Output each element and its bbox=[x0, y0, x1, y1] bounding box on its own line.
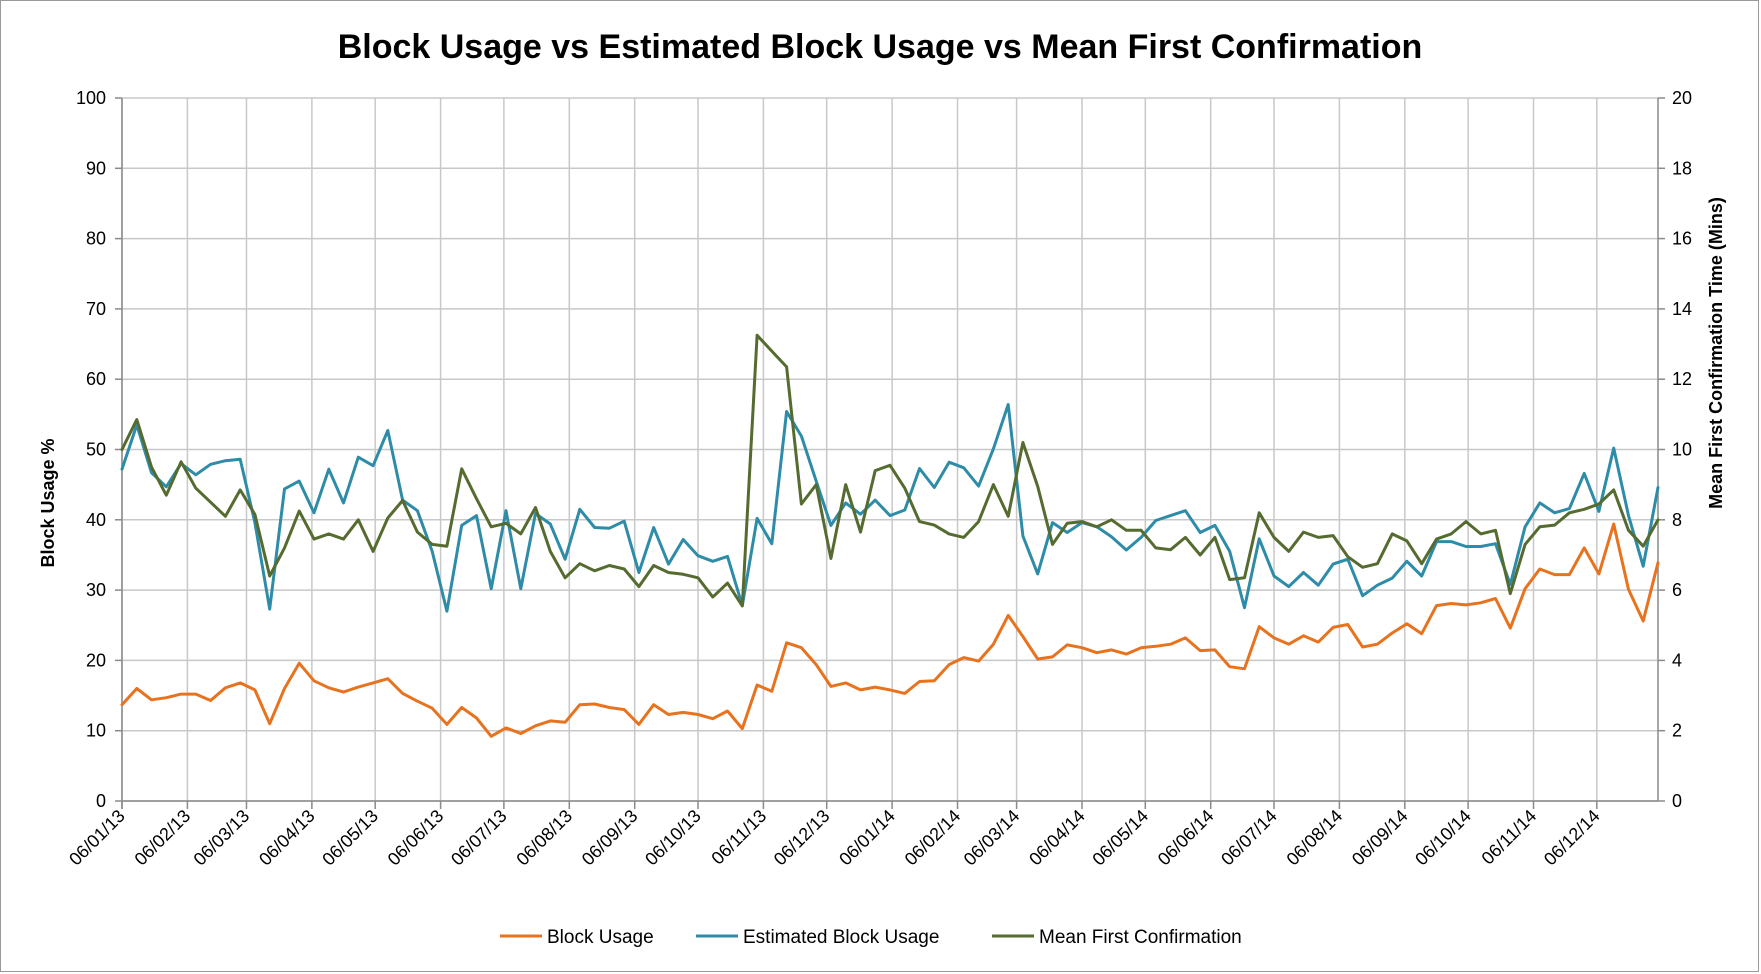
x-tick-label: 06/05/14 bbox=[1088, 806, 1152, 870]
left-tick-label: 10 bbox=[86, 721, 106, 741]
x-tick-label: 06/04/14 bbox=[1025, 806, 1089, 870]
right-tick-label: 0 bbox=[1672, 791, 1682, 811]
legend-label: Mean First Confirmation bbox=[1039, 927, 1242, 948]
left-tick-label: 70 bbox=[86, 299, 106, 319]
legend-label: Block Usage bbox=[547, 927, 654, 948]
x-tick-label: 06/03/13 bbox=[190, 806, 254, 870]
right-tick-label: 2 bbox=[1672, 721, 1682, 741]
series-line-block-usage bbox=[120, 522, 1660, 738]
left-axis-ticks: 0 10 20 30 40 50 60 70 80 90 100 bbox=[76, 88, 122, 811]
x-tick-label: 06/07/14 bbox=[1217, 806, 1281, 870]
x-tick-label: 06/10/13 bbox=[641, 806, 705, 870]
left-tick-label: 20 bbox=[86, 650, 106, 670]
right-tick-label: 6 bbox=[1672, 580, 1682, 600]
x-tick-label: 06/08/13 bbox=[512, 806, 576, 870]
x-tick-label: 06/12/14 bbox=[1540, 806, 1604, 870]
right-tick-label: 4 bbox=[1672, 650, 1682, 670]
left-tick-label: 0 bbox=[96, 791, 106, 811]
left-tick-label: 40 bbox=[86, 510, 106, 530]
x-tick-label: 06/02/13 bbox=[131, 806, 195, 870]
x-tick-label: 06/12/13 bbox=[770, 806, 834, 870]
x-tick-label: 06/05/13 bbox=[318, 806, 382, 870]
right-tick-label: 8 bbox=[1672, 510, 1682, 530]
right-tick-label: 10 bbox=[1672, 440, 1692, 460]
grid bbox=[121, 97, 1658, 802]
x-tick-label: 06/09/14 bbox=[1348, 806, 1412, 870]
x-tick-label: 06/06/13 bbox=[384, 806, 448, 870]
left-tick-label: 90 bbox=[86, 158, 106, 178]
series-lines bbox=[120, 333, 1660, 738]
legend-label: Estimated Block Usage bbox=[743, 927, 939, 948]
x-tick-label: 06/10/14 bbox=[1411, 806, 1475, 870]
axes bbox=[121, 98, 1659, 809]
right-tick-label: 20 bbox=[1672, 88, 1692, 108]
series-line-estimated-block-usage bbox=[120, 403, 1660, 613]
left-tick-label: 80 bbox=[86, 229, 106, 249]
x-tick-label: 06/07/13 bbox=[447, 806, 511, 870]
right-tick-label: 18 bbox=[1672, 158, 1692, 178]
left-tick-label: 50 bbox=[86, 440, 106, 460]
chart-title: Block Usage vs Estimated Block Usage vs … bbox=[338, 28, 1423, 66]
left-tick-label: 100 bbox=[76, 88, 106, 108]
left-tick-label: 60 bbox=[86, 369, 106, 389]
x-tick-label: 06/01/14 bbox=[835, 806, 899, 870]
x-tick-label: 06/04/13 bbox=[255, 806, 319, 870]
x-tick-label: 06/11/13 bbox=[707, 806, 770, 869]
x-tick-label: 06/08/14 bbox=[1283, 806, 1347, 870]
right-axis-ticks: 0 2 4 6 8 10 12 14 16 18 20 bbox=[1658, 88, 1692, 811]
legend: Block Usage Estimated Block Usage Mean Fir… bbox=[500, 927, 1242, 948]
x-tick-label: 06/06/14 bbox=[1154, 806, 1218, 870]
right-tick-label: 14 bbox=[1672, 299, 1692, 319]
x-tick-label: 06/01/13 bbox=[65, 806, 129, 870]
y-axis-title: Block Usage % bbox=[38, 438, 58, 567]
x-tick-label: 06/11/14 bbox=[1478, 806, 1541, 869]
x-tick-label: 06/02/14 bbox=[901, 806, 965, 870]
right-tick-label: 16 bbox=[1672, 229, 1692, 249]
x-tick-label: 06/09/13 bbox=[578, 806, 642, 870]
left-tick-label: 30 bbox=[86, 580, 106, 600]
series-line-mean-first-confirmation bbox=[120, 333, 1660, 608]
right-tick-label: 12 bbox=[1672, 369, 1692, 389]
x-tick-label: 06/03/14 bbox=[960, 806, 1024, 870]
y2-axis-title: Mean First Confirmation Time (Mins) bbox=[1706, 197, 1726, 509]
